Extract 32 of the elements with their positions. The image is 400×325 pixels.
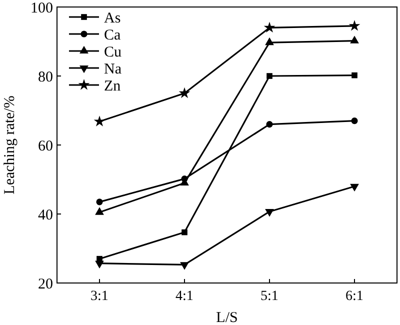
y-tick-label: 40 [38, 207, 53, 224]
y-axis-title: Leaching rate/% [2, 96, 18, 194]
x-tick-label: 4:1 [176, 289, 194, 304]
point [264, 22, 276, 33]
point [94, 116, 106, 126]
point [348, 20, 360, 31]
y-tick-label: 60 [38, 138, 53, 154]
x-tick-label: 6:1 [346, 289, 364, 304]
point [265, 37, 274, 46]
x-axis-title: L/S [216, 310, 238, 325]
legend-label: Ca [104, 27, 122, 44]
y-tick-label: 80 [38, 69, 53, 86]
x-tick-label: 5:1 [260, 289, 278, 304]
point [351, 118, 358, 124]
legend-label: Cu [104, 44, 122, 60]
legend-label: Na [104, 61, 122, 78]
y-tick-label: 20 [38, 276, 53, 292]
point [350, 184, 359, 192]
point [266, 121, 273, 128]
point [178, 87, 190, 98]
point [182, 229, 188, 236]
point [265, 209, 274, 217]
point [352, 72, 358, 78]
point [96, 198, 103, 206]
point [95, 260, 104, 268]
y-tick-label: 100 [30, 0, 53, 16]
legend-label: As [104, 10, 121, 26]
point [180, 262, 189, 270]
point [350, 36, 359, 44]
x-tick-label: 3:1 [90, 289, 108, 304]
legend-label: Zn [104, 78, 122, 94]
point [266, 73, 272, 79]
